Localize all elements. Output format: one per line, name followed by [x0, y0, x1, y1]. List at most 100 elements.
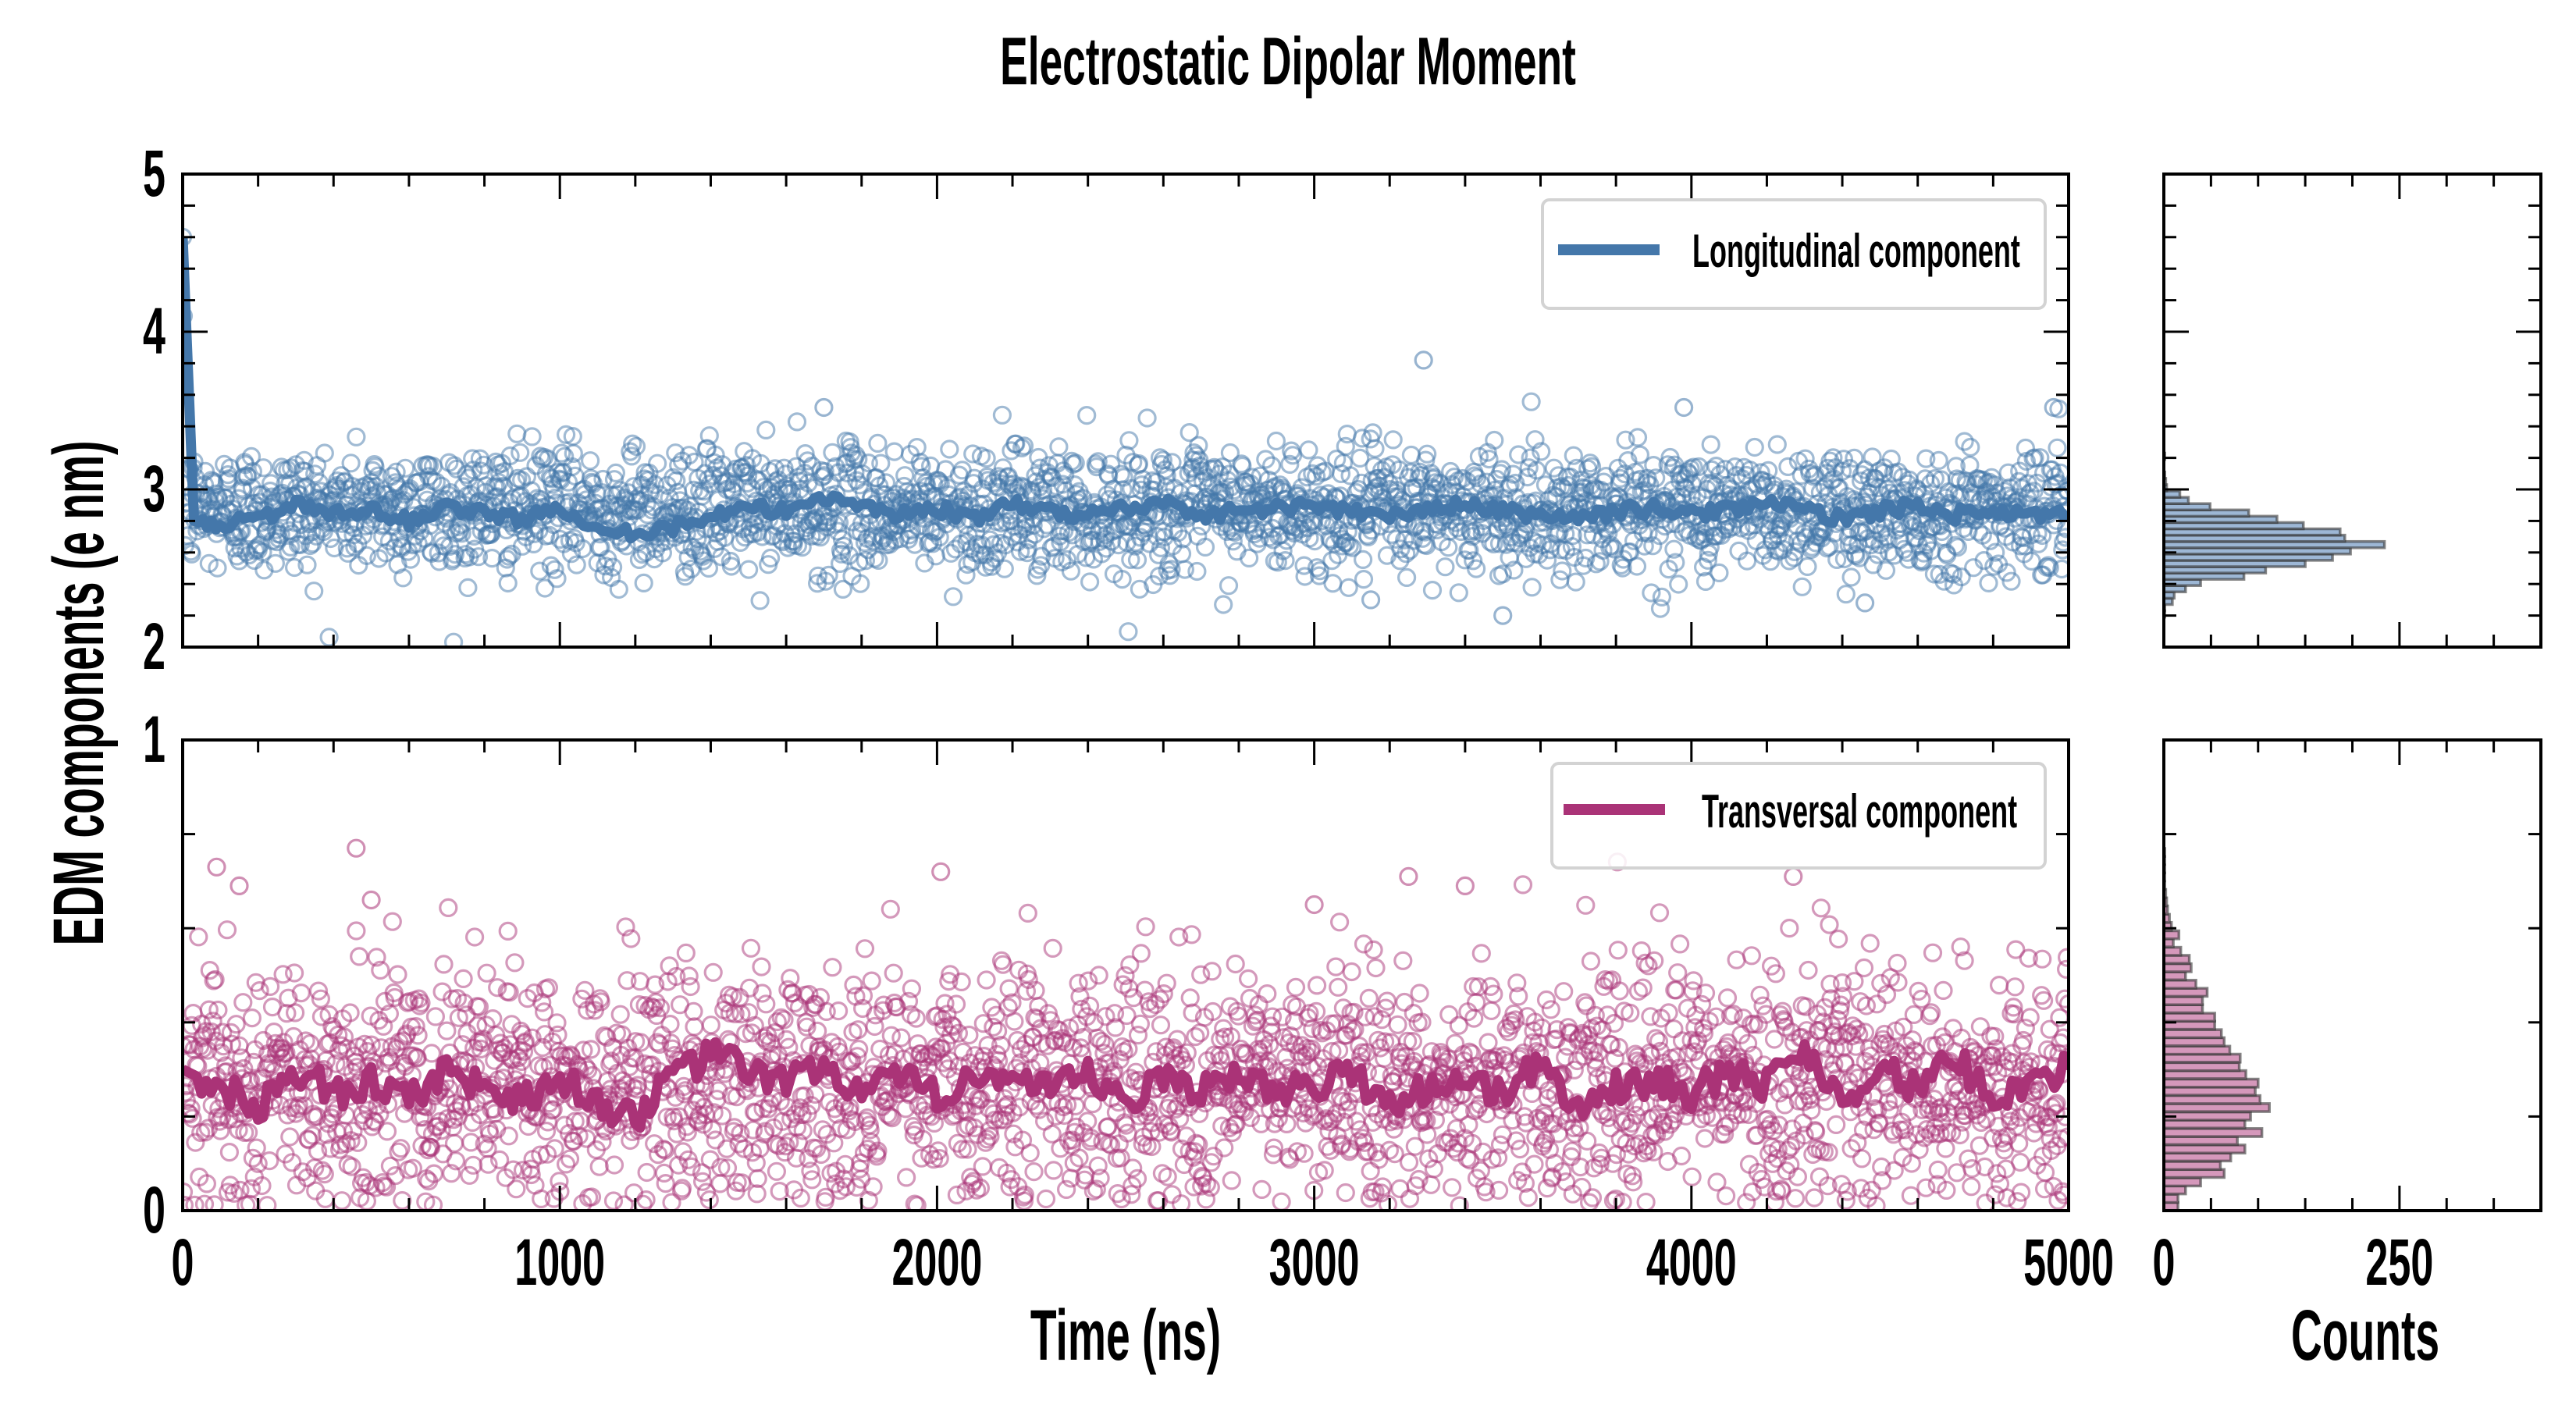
scatter-point — [849, 1020, 868, 1040]
scatter-point — [1136, 917, 1155, 937]
scatter-point-outlier — [1674, 397, 1694, 418]
scatter-point — [1343, 1021, 1362, 1041]
scatter-point — [1791, 534, 1810, 553]
scatter-point — [1354, 569, 1374, 589]
scatter-point — [848, 1047, 867, 1066]
scatter-point — [1743, 1045, 1763, 1065]
scatter-point — [1088, 1156, 1108, 1176]
scatter-point — [262, 474, 281, 493]
scatter-point — [582, 1187, 602, 1207]
scatter-point — [895, 466, 915, 486]
scatter-point — [1753, 996, 1773, 1016]
scatter-point — [1252, 1179, 1272, 1200]
scatter-point — [488, 978, 507, 998]
scatter-point — [414, 1108, 433, 1127]
scatter-point — [1831, 995, 1851, 1015]
scatter-point — [1042, 1124, 1062, 1144]
scatter-point — [534, 1002, 554, 1022]
scatter-point — [993, 955, 1013, 974]
scatter-point — [1833, 987, 1852, 1006]
scatter-point — [1350, 448, 1370, 468]
scatter-point — [828, 1001, 849, 1021]
scatter-point — [376, 1177, 397, 1197]
scatter-point — [1961, 437, 1980, 457]
scatter-point — [1659, 559, 1678, 579]
scatter-point — [1343, 538, 1362, 557]
scatter-point — [1701, 435, 1720, 454]
scatter-point — [1131, 944, 1151, 963]
scatter-point — [514, 1042, 534, 1062]
scatter-point — [1418, 444, 1437, 464]
scatter-point — [1921, 474, 1941, 493]
scatter-point — [1202, 962, 1222, 981]
scatter-point — [1012, 438, 1032, 458]
scatter-point — [1537, 1178, 1557, 1198]
scatter-point — [1385, 1144, 1404, 1164]
scatter-point — [1894, 1017, 1913, 1037]
scatter-point — [200, 960, 219, 980]
scatter-point — [311, 1007, 331, 1026]
scatter-point — [303, 1126, 322, 1145]
scatter-point — [1608, 941, 1628, 960]
scatter-point — [1937, 1180, 1956, 1200]
scatter-point — [1266, 431, 1286, 451]
scatter-point — [604, 1155, 624, 1175]
scatter-point — [315, 1164, 334, 1184]
scatter-point — [1747, 1126, 1767, 1145]
scatter-point — [1554, 982, 1574, 1001]
scatter-point — [731, 1004, 751, 1024]
scatter-point — [489, 1150, 510, 1170]
scatter-point — [1630, 445, 1649, 464]
scatter-point — [985, 1110, 1005, 1130]
scatter-point — [444, 456, 464, 475]
scatter-point — [1197, 1174, 1217, 1193]
scatter-point — [1215, 482, 1235, 503]
scatter-point — [928, 1141, 948, 1161]
scatter-point — [887, 998, 906, 1017]
scatter-point — [1399, 1152, 1419, 1172]
scatter-point — [907, 1196, 927, 1211]
longitudinal-time-panel — [181, 173, 2070, 649]
scatter-point — [713, 1106, 732, 1126]
scatter-point — [1137, 408, 1157, 428]
scatter-point — [1636, 1193, 1656, 1211]
scatter-point — [1222, 1122, 1242, 1143]
scatter-point — [865, 1016, 884, 1037]
scatter-point — [948, 1023, 969, 1043]
scatter-point — [915, 1048, 934, 1067]
scatter-point — [813, 1120, 832, 1140]
scatter-point — [1071, 1038, 1091, 1058]
scatter-point — [216, 1056, 236, 1076]
scatter-point — [575, 980, 595, 1000]
scatter-point — [592, 1132, 612, 1152]
scatter-point — [1633, 978, 1653, 998]
scatter-point — [342, 1157, 361, 1176]
scatter-point — [1390, 1179, 1410, 1199]
scatter-point — [1670, 934, 1690, 954]
scatter-point — [408, 1026, 428, 1045]
scatter-point — [1738, 551, 1757, 571]
scatter-point — [1646, 1029, 1666, 1048]
scatter-point — [1238, 969, 1258, 989]
scatter-point — [1028, 560, 1048, 579]
scatter-point — [1904, 1005, 1923, 1025]
scatter-point — [738, 466, 758, 486]
scatter-point — [1563, 525, 1582, 546]
scatter-point — [1221, 1027, 1241, 1047]
scatter-point — [1261, 1016, 1281, 1036]
scatter-point — [1830, 1026, 1849, 1046]
scatter-point — [183, 1083, 194, 1102]
scatter-point — [1888, 973, 1908, 992]
scatter-point — [1158, 1167, 1177, 1186]
scatter-point — [1875, 1024, 1895, 1044]
scatter-point — [958, 1140, 977, 1159]
scatter-point — [1683, 981, 1703, 1001]
scatter-point — [377, 1122, 397, 1141]
scatter-point — [994, 559, 1014, 578]
scatter-point — [1564, 446, 1583, 465]
scatter-point — [1649, 1031, 1669, 1051]
scatter-point — [1571, 1157, 1590, 1177]
scatter-point — [1460, 540, 1479, 560]
scatter-point — [1684, 971, 1703, 991]
scatter-point — [1179, 422, 1199, 443]
